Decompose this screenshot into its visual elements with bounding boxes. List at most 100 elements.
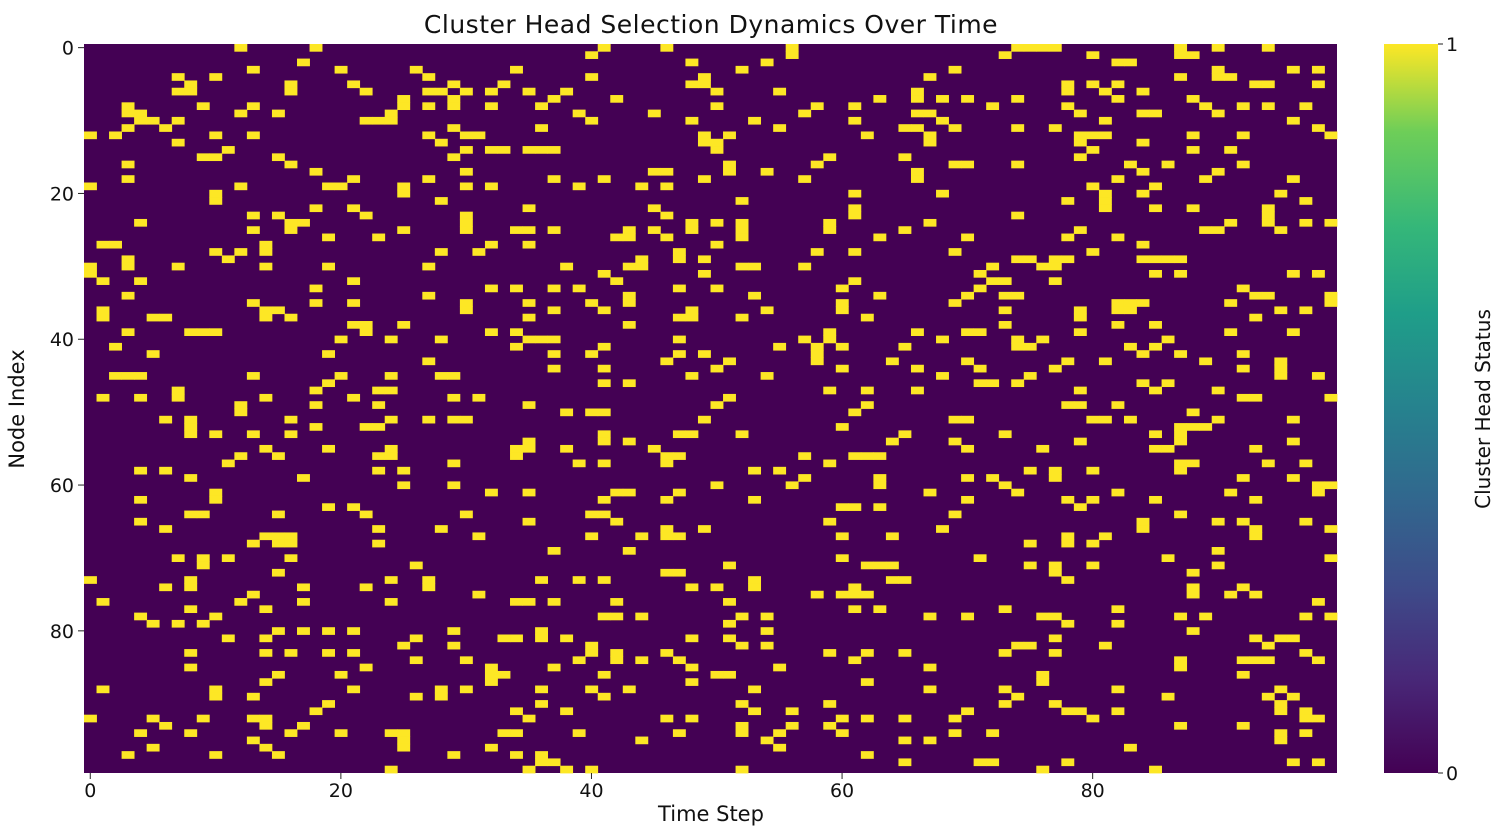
heatmap-cell — [1224, 73, 1238, 81]
heatmap-cell — [309, 423, 323, 431]
heatmap-cell — [1211, 65, 1225, 74]
heatmap-cell — [810, 342, 824, 351]
heatmap-cell — [535, 700, 549, 708]
heatmap-cell — [923, 663, 937, 672]
heatmap-cell — [1123, 299, 1137, 307]
heatmap-cell — [1149, 386, 1162, 395]
heatmap-cell — [196, 153, 210, 162]
heatmap-cell — [1174, 466, 1188, 475]
heatmap-cell — [835, 299, 849, 307]
heatmap-cell — [898, 226, 912, 234]
heatmap-cell — [885, 576, 899, 584]
heatmap-cell — [372, 539, 386, 548]
heatmap-cell — [209, 153, 223, 162]
heatmap-cell — [1086, 466, 1100, 475]
heatmap-cell — [121, 124, 135, 132]
heatmap-cell — [96, 306, 110, 315]
heatmap-cell — [171, 386, 185, 395]
heatmap-cell — [1086, 80, 1100, 89]
heatmap-cell — [246, 211, 260, 220]
heatmap-cell — [1236, 350, 1250, 358]
heatmap-cell — [697, 175, 711, 183]
heatmap-cell — [697, 415, 711, 424]
heatmap-cell — [885, 357, 899, 366]
colorbar-gradient — [1384, 44, 1438, 773]
heatmap-cell — [610, 277, 624, 285]
heatmap-cell — [209, 73, 223, 81]
heatmap-cell — [873, 95, 887, 103]
heatmap-cell — [1249, 313, 1263, 322]
heatmap-cell — [284, 729, 298, 737]
heatmap-cell — [672, 532, 686, 541]
heatmap-cell — [246, 539, 260, 548]
heatmap-cell — [1286, 175, 1300, 183]
heatmap-cell — [597, 342, 611, 351]
heatmap-cell — [447, 459, 461, 468]
heatmap-cell — [1324, 131, 1338, 140]
heatmap-cell — [510, 729, 523, 737]
heatmap-cell — [835, 554, 849, 562]
heatmap-cell — [672, 568, 686, 577]
heatmap-cell — [1211, 73, 1225, 81]
heatmap-cell — [948, 415, 962, 424]
heatmap-cell — [121, 328, 135, 336]
heatmap-cell — [873, 474, 887, 482]
heatmap-cell — [823, 226, 837, 234]
heatmap-cell — [121, 175, 135, 183]
heatmap-cell — [196, 714, 210, 723]
heatmap-cell — [785, 51, 799, 59]
heatmap-cell — [873, 233, 887, 242]
heatmap-cell — [961, 95, 975, 103]
heatmap-cell — [810, 248, 824, 256]
heatmap-cell — [610, 95, 624, 103]
heatmap-cell — [259, 649, 273, 657]
heatmap-cell — [610, 656, 624, 665]
heatmap-cell — [773, 124, 787, 132]
heatmap-cell — [1136, 109, 1150, 118]
heatmap-cell — [1174, 51, 1188, 59]
heatmap-cell — [1061, 102, 1075, 111]
heatmap-cell — [735, 65, 749, 74]
heatmap-cell — [785, 721, 799, 730]
heatmap-cell — [685, 678, 699, 686]
heatmap-cell — [1261, 218, 1275, 227]
heatmap-cell — [347, 299, 361, 307]
heatmap-cell — [597, 408, 611, 417]
heatmap-cell — [209, 430, 223, 439]
heatmap-cell — [1324, 218, 1338, 227]
heatmap-cell — [885, 532, 899, 541]
heatmap-cell — [1061, 357, 1075, 366]
heatmap-cell — [1274, 306, 1288, 315]
heatmap-cell — [535, 634, 549, 643]
heatmap-cell — [1136, 350, 1150, 358]
heatmap-cell — [1061, 233, 1075, 242]
heatmap-cell — [271, 568, 285, 577]
heatmap-cell — [159, 124, 173, 132]
heatmap-cell — [923, 612, 937, 621]
heatmap-cell — [948, 714, 962, 723]
heatmap-cell — [397, 743, 411, 752]
heatmap-cell — [1274, 729, 1288, 737]
heatmap-cell — [184, 87, 198, 96]
heatmap-cell — [1061, 619, 1075, 628]
heatmap-cell — [1149, 255, 1162, 264]
heatmap-cell — [1011, 44, 1025, 52]
heatmap-cell — [146, 714, 160, 723]
heatmap-cell — [1261, 291, 1275, 300]
heatmap-cell — [1236, 364, 1250, 373]
heatmap-cell — [672, 284, 686, 293]
heatmap-cell — [572, 656, 586, 665]
heatmap-cell — [1136, 525, 1150, 533]
heatmap-cell — [1061, 255, 1075, 264]
heatmap-cell — [284, 87, 298, 96]
heatmap-cell — [1299, 612, 1313, 621]
y-tick-label: 80 — [50, 621, 74, 643]
heatmap-cell — [685, 218, 699, 227]
heatmap-cell — [246, 590, 260, 599]
heatmap-cell — [647, 109, 661, 118]
heatmap-cell — [572, 182, 586, 191]
heatmap-cell — [121, 372, 135, 380]
heatmap-cell — [1111, 175, 1125, 183]
heatmap-cell — [1174, 721, 1188, 730]
heatmap-cell — [259, 306, 273, 315]
